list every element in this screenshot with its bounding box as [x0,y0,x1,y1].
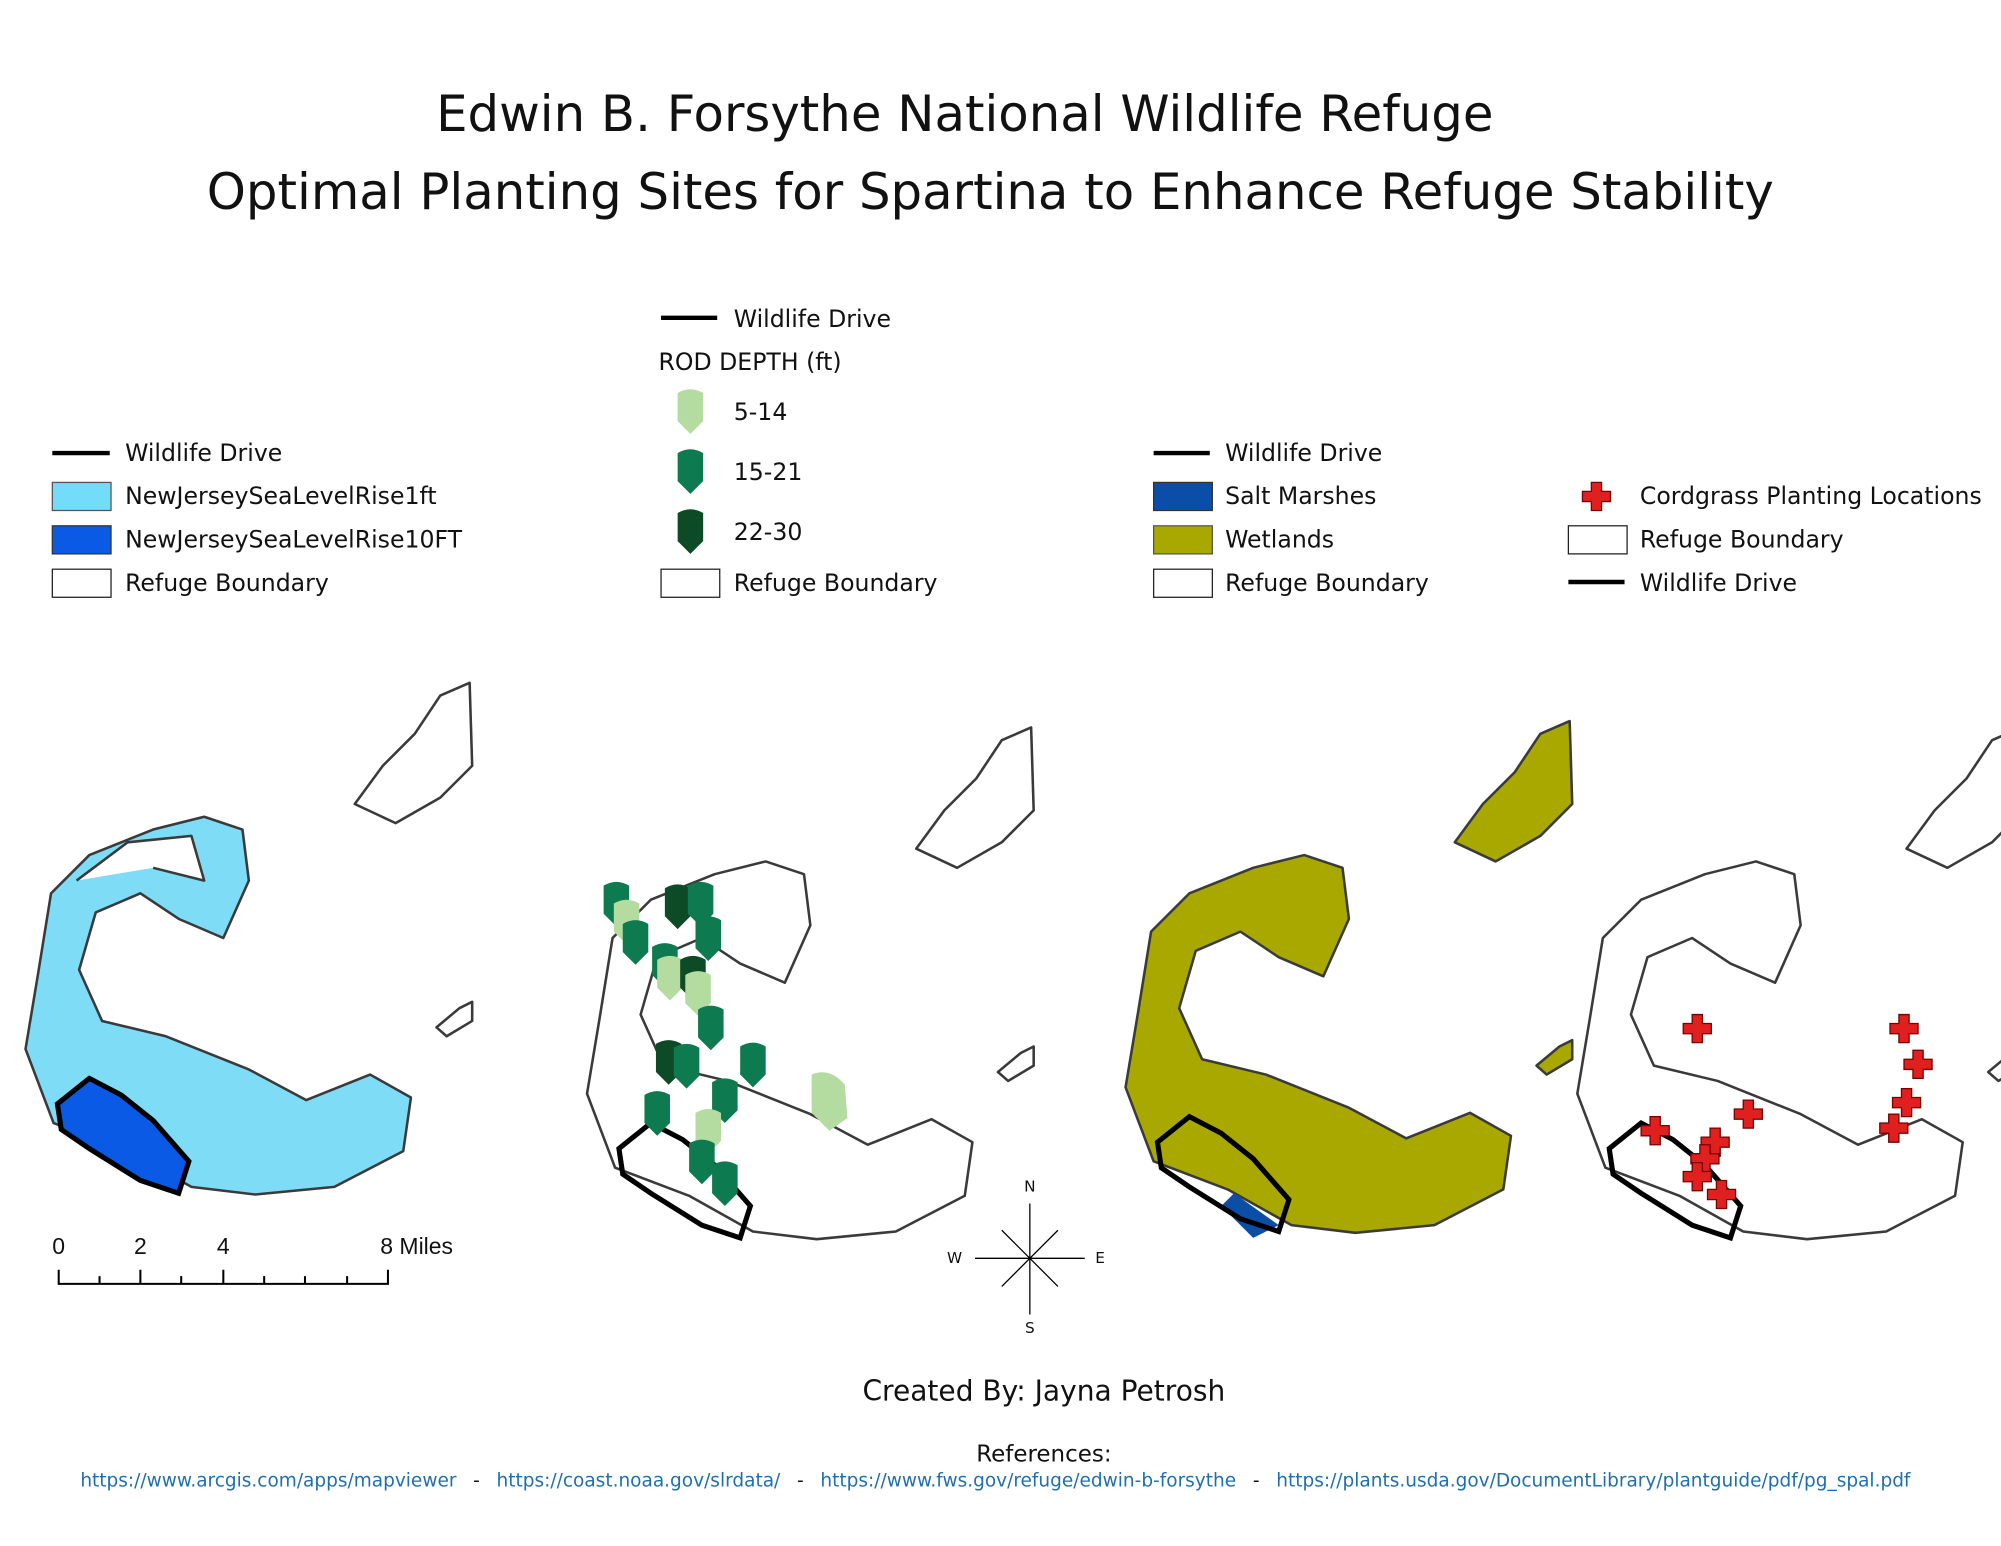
marker [740,1042,766,1088]
references-links: https://www.arcgis.com/apps/mapviewer - … [80,1469,1911,1493]
legend-marker [677,389,704,434]
legend-swatch [1152,568,1213,598]
map-panel [1576,726,2001,1241]
map-panel [24,681,474,1195]
scale-label: 2 [134,1233,147,1259]
legend-swatch [660,568,721,598]
legend: Cordgrass Planting Locations Refuge Boun… [1567,481,1982,597]
land [1576,860,1964,1241]
island [1535,1038,1574,1076]
scale-label: 8 Miles [380,1233,453,1259]
separator: - [473,1471,480,1492]
legend-label: 15-21 [734,458,803,486]
legend-label: Wildlife Drive [1225,439,1382,467]
separator: - [1253,1471,1260,1492]
marker [698,1005,724,1051]
land [585,860,974,1241]
scale-label: 0 [52,1233,65,1259]
map-panel [585,726,1035,1241]
island [1986,1045,2001,1083]
legend-label: Cordgrass Planting Locations [1640,482,1982,510]
island [353,681,474,825]
island [996,1045,1035,1083]
north-arrow: N E S W [947,1177,1105,1337]
legend-swatch [1152,525,1213,555]
reference-link[interactable]: https://coast.noaa.gov/slrdata/ [497,1471,781,1492]
legend-label: Wildlife Drive [125,439,282,467]
legend-label: Wildlife Drive [734,305,891,333]
legend-swatch [51,568,112,598]
legend-marker [677,509,704,554]
island [1905,726,2001,870]
legend-heading: ROD DEPTH (ft) [658,348,841,376]
compass-label: W [947,1249,962,1267]
land [1124,853,1513,1235]
marker [1682,1013,1712,1044]
legend: Wildlife Drive NewJerseySeaLevelRise1ft … [51,439,463,598]
references-heading: References: [976,1441,1111,1467]
subtitle: Optimal Planting Sites for Spartina to E… [207,163,1774,221]
separator: - [797,1471,804,1492]
marker [1903,1049,1933,1080]
legend-swatch [1152,481,1213,512]
legend: Wildlife Drive Salt Marshes Wetlands Ref… [1152,439,1429,598]
compass-label: S [1025,1319,1035,1337]
compass-label: E [1095,1249,1105,1267]
marker [1889,1013,1919,1044]
legend-label: Refuge Boundary [1640,526,1844,554]
reference-link[interactable]: https://www.arcgis.com/apps/mapviewer [80,1471,457,1492]
legend-label: NewJerseySeaLevelRise1ft [125,482,437,510]
reference-link[interactable]: https://www.fws.gov/refuge/edwin-b-forsy… [820,1471,1236,1492]
compass-label: N [1024,1177,1035,1195]
reference-link[interactable]: https://plants.usda.gov/DocumentLibrary/… [1276,1471,1911,1492]
credit: Created By: Jayna Petrosh [862,1374,1225,1407]
legend-swatch [51,525,112,555]
island [1453,719,1574,863]
legend-label: NewJerseySeaLevelRise10FT [125,526,463,554]
legend-label: Wetlands [1225,526,1334,554]
legend-swatch [51,481,112,512]
legend-label: Salt Marshes [1225,482,1376,510]
island [914,726,1035,870]
marker [657,955,683,1001]
legend-label: Refuge Boundary [125,569,329,597]
legend-label: 5-14 [734,398,788,426]
legend-label: Wildlife Drive [1640,569,1797,597]
marker [1891,1087,1922,1118]
legend: Wildlife Drive ROD DEPTH (ft) 5-14 15-21… [658,305,938,598]
legend-label: Refuge Boundary [734,569,938,597]
legend-label: 22-30 [734,518,803,546]
marker [695,916,722,961]
map-panel [1124,719,1574,1238]
legend-label: Refuge Boundary [1225,569,1429,597]
legend-marker [677,449,704,494]
upland [75,834,206,882]
scale-bar: 0 2 4 8 Miles [52,1233,453,1285]
title: Edwin B. Forsythe National Wildlife Refu… [436,85,1493,143]
legend-swatch [1567,525,1628,555]
scale-label: 4 [217,1233,230,1259]
marker [811,1072,848,1131]
legend-marker [1581,481,1612,512]
island [435,1000,474,1038]
rod-depth-markers [603,881,848,1206]
